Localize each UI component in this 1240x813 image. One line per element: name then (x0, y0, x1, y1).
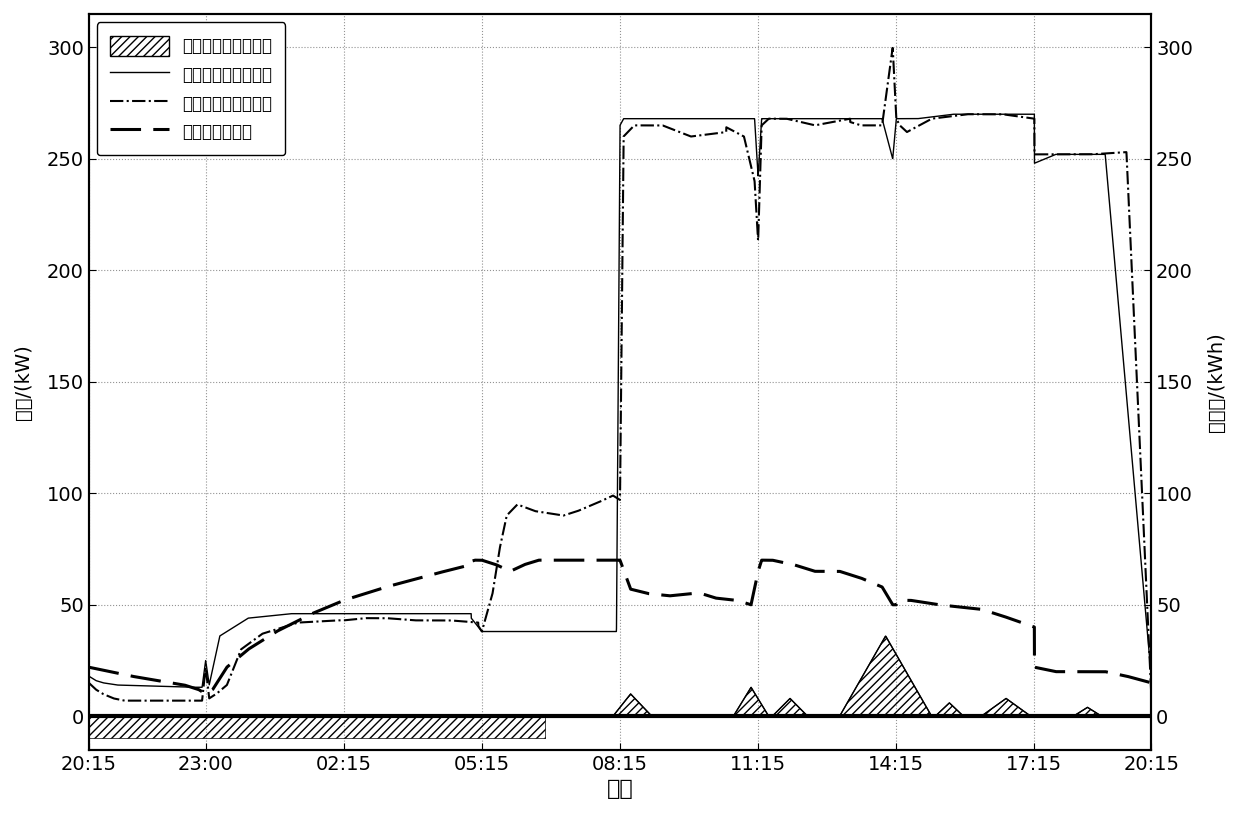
X-axis label: 时间: 时间 (606, 779, 634, 799)
Legend: 电池充放电功率曲线, 储能配置后用电曲线, 储能配置前用电曲线, 电池荷电量变化: 电池充放电功率曲线, 储能配置后用电曲线, 储能配置前用电曲线, 电池荷电量变化 (97, 22, 285, 155)
Y-axis label: 功率/(kW): 功率/(kW) (14, 344, 33, 420)
Y-axis label: 荷电量/(kWh): 荷电量/(kWh) (1207, 332, 1226, 432)
